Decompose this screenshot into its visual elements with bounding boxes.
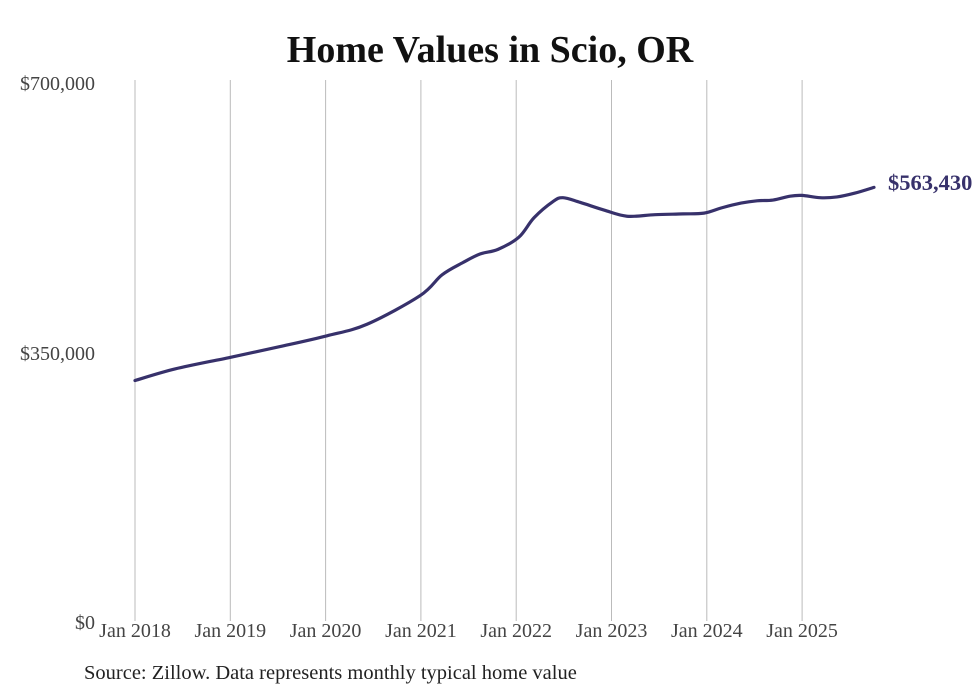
svg-text:Jan 2024: Jan 2024: [671, 620, 743, 642]
svg-text:$563,430: $563,430: [888, 170, 972, 195]
svg-text:Jan 2020: Jan 2020: [290, 620, 362, 642]
svg-text:Jan 2021: Jan 2021: [385, 620, 457, 642]
svg-text:Jan 2019: Jan 2019: [194, 620, 266, 642]
svg-text:$700,000: $700,000: [20, 73, 95, 95]
svg-text:Jan 2018: Jan 2018: [99, 620, 171, 642]
svg-text:Jan 2025: Jan 2025: [766, 620, 838, 642]
svg-text:Jan 2022: Jan 2022: [480, 620, 552, 642]
svg-text:$0: $0: [75, 612, 95, 634]
svg-text:$350,000: $350,000: [20, 343, 95, 365]
svg-text:Jan 2023: Jan 2023: [576, 620, 648, 642]
